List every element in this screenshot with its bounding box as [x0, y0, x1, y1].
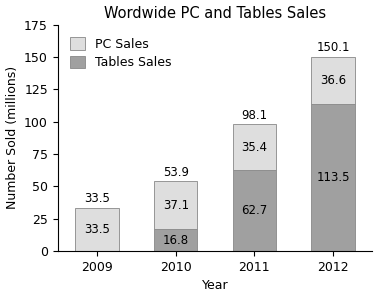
Text: 16.8: 16.8 — [163, 234, 189, 247]
Bar — [76, 208, 119, 251]
Title: Wordwide PC and Tables Sales: Wordwide PC and Tables Sales — [104, 6, 326, 21]
Text: 35.4: 35.4 — [242, 141, 267, 153]
Text: 36.6: 36.6 — [320, 74, 346, 87]
Text: 113.5: 113.5 — [316, 171, 350, 184]
Text: 33.5: 33.5 — [84, 192, 110, 205]
Text: 62.7: 62.7 — [241, 204, 268, 217]
Text: 37.1: 37.1 — [163, 199, 189, 212]
Text: 53.9: 53.9 — [163, 166, 189, 179]
Bar — [233, 124, 276, 170]
Y-axis label: Number Sold (millions): Number Sold (millions) — [6, 66, 19, 209]
Bar — [154, 229, 197, 251]
Bar — [233, 170, 276, 251]
Legend: PC Sales, Tables Sales: PC Sales, Tables Sales — [64, 31, 178, 75]
Text: 33.5: 33.5 — [84, 223, 110, 236]
X-axis label: Year: Year — [202, 280, 228, 292]
Bar — [154, 181, 197, 229]
Text: 150.1: 150.1 — [316, 41, 350, 54]
Text: 98.1: 98.1 — [242, 108, 268, 122]
Bar — [311, 104, 355, 251]
Bar — [311, 57, 355, 104]
